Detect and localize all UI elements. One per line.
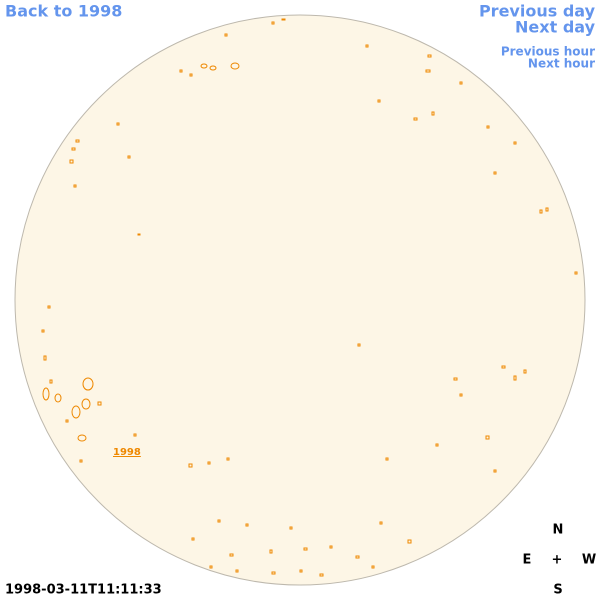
compass-south: S xyxy=(553,583,562,598)
compass-west: W xyxy=(582,553,596,568)
timestamp: 1998-03-11T11:11:33 xyxy=(5,583,162,598)
year-label[interactable]: 1998 xyxy=(113,447,141,458)
compass-north: N xyxy=(553,523,564,538)
back-link[interactable]: Back to 1998 xyxy=(5,2,122,21)
previous-hour-link[interactable]: Previous hour xyxy=(501,45,595,59)
next-hour-link[interactable]: Next hour xyxy=(528,57,595,71)
previous-day-link[interactable]: Previous day xyxy=(479,2,596,21)
next-day-link[interactable]: Next day xyxy=(515,18,596,37)
active-regions xyxy=(41,18,578,577)
compass-east: E xyxy=(523,553,532,568)
solar-disk xyxy=(14,14,586,586)
compass-center: + xyxy=(552,553,563,568)
